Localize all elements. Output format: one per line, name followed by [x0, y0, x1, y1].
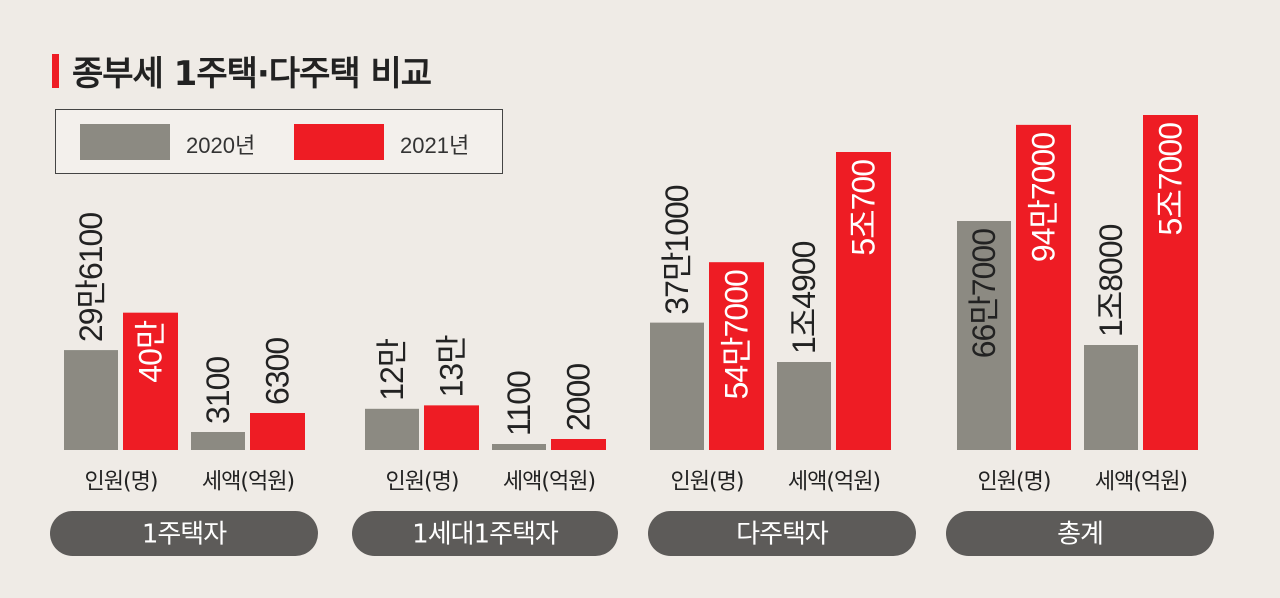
metric-label-3-0: 인원(명): [978, 470, 1051, 495]
value-label-0-1-1: 6300: [260, 338, 296, 405]
value-label-0-0-0: 29만6100: [73, 213, 109, 342]
bar-1-1-0: [492, 444, 546, 450]
metric-label-3-1: 세액(억원): [1095, 470, 1187, 495]
value-label-2-0-1: 54만7000: [719, 270, 755, 399]
bar-2-0-0: [650, 322, 704, 450]
value-label-2-1-0: 1조4900: [786, 241, 822, 354]
group-label-3: 총계: [1057, 520, 1103, 550]
legend-label-2020: 2020년: [186, 133, 256, 158]
group-pill-2: [648, 511, 916, 556]
value-label-2-1-1: 5조700: [846, 160, 882, 256]
legend-swatch-2021: [294, 124, 384, 160]
group-label-2: 다주택자: [736, 520, 829, 550]
value-label-0-0-1: 40만: [133, 320, 169, 383]
group-label-1: 1세대1주택자: [412, 520, 559, 550]
title-accent-bar: [52, 54, 59, 88]
value-label-3-1-1: 5조7000: [1153, 123, 1189, 236]
metric-label-1-0: 인원(명): [386, 470, 459, 495]
metric-label-2-0: 인원(명): [671, 470, 744, 495]
value-label-1-0-1: 13만: [434, 335, 470, 398]
value-label-1-0-0: 12만: [374, 338, 410, 401]
bar-1-0-0: [365, 408, 419, 450]
value-label-3-0-0: 66만7000: [966, 229, 1002, 358]
value-label-1-1-1: 2000: [561, 364, 597, 431]
metric-label-0-1: 세액(억원): [202, 470, 294, 495]
group-pill-3: [946, 511, 1214, 556]
group-pill-1: [352, 511, 618, 556]
bar-2-1-1: [836, 152, 891, 450]
bar-3-1-0: [1084, 345, 1138, 450]
group-pill-0: [50, 511, 318, 556]
bar-0-1-0: [191, 432, 245, 450]
legend: 2020년 2021년: [55, 109, 503, 174]
value-label-0-1-0: 3100: [200, 357, 236, 424]
bar-0-1-1: [250, 413, 305, 450]
bar-2-0-1: [709, 262, 764, 450]
bar-1-1-1: [551, 439, 606, 450]
value-label-3-1-0: 1조8000: [1093, 224, 1129, 337]
value-label-1-1-0: 1100: [501, 371, 537, 436]
metric-label-0-0: 인원(명): [85, 470, 158, 495]
metric-label-1-1: 세액(억원): [503, 470, 595, 495]
bar-3-0-1: [1016, 124, 1071, 450]
bar-0-0-1: [123, 312, 178, 450]
bar-0-0-0: [64, 350, 118, 450]
chart-title: 종부세 1주택·다주택 비교: [72, 54, 432, 94]
bar-3-0-0: [957, 221, 1011, 450]
value-label-3-0-1: 94만7000: [1026, 133, 1062, 262]
group-label-0: 1주택자: [142, 520, 227, 550]
bar-1-0-1: [424, 405, 479, 450]
bar-3-1-1: [1143, 115, 1198, 450]
bar-2-1-0: [777, 362, 831, 450]
legend-swatch-2020: [80, 124, 170, 160]
legend-label-2021: 2021년: [400, 133, 470, 158]
value-label-2-0-0: 37만1000: [659, 185, 695, 314]
metric-label-2-1: 세액(억원): [788, 470, 880, 495]
